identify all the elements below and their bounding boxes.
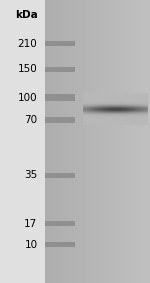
FancyBboxPatch shape — [45, 67, 75, 72]
FancyBboxPatch shape — [45, 173, 75, 178]
FancyBboxPatch shape — [45, 94, 75, 101]
Text: 210: 210 — [18, 39, 38, 49]
Text: 10: 10 — [24, 240, 38, 250]
FancyBboxPatch shape — [45, 242, 75, 247]
FancyBboxPatch shape — [45, 0, 150, 283]
FancyBboxPatch shape — [45, 117, 75, 123]
FancyBboxPatch shape — [45, 41, 75, 46]
Text: 17: 17 — [24, 218, 38, 229]
Text: 100: 100 — [18, 93, 38, 103]
FancyBboxPatch shape — [45, 221, 75, 226]
Text: kDa: kDa — [16, 10, 38, 20]
Text: 35: 35 — [24, 170, 38, 181]
Text: 70: 70 — [24, 115, 38, 125]
FancyBboxPatch shape — [0, 0, 45, 283]
Text: 150: 150 — [18, 64, 38, 74]
